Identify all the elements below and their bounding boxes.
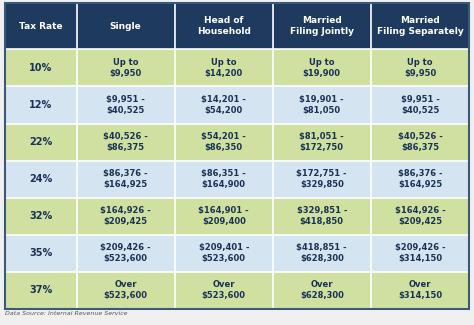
Text: $209,426 -
$314,150: $209,426 - $314,150	[395, 243, 446, 263]
Text: $86,376 -
$164,925: $86,376 - $164,925	[398, 169, 442, 189]
Text: $9,951 -
$40,525: $9,951 - $40,525	[401, 95, 439, 115]
Bar	[371, 49, 469, 86]
Text: 32%: 32%	[29, 211, 52, 221]
Text: Over
$314,150: Over $314,150	[398, 280, 442, 300]
Bar	[77, 86, 175, 124]
Text: $329,851 -
$418,850: $329,851 - $418,850	[297, 206, 347, 226]
Bar	[175, 86, 273, 124]
Text: $164,901 -
$209,400: $164,901 - $209,400	[199, 206, 249, 226]
Bar	[175, 235, 273, 272]
Bar	[371, 198, 469, 235]
Bar	[77, 235, 175, 272]
Text: Data Source: Internal Revenue Service: Data Source: Internal Revenue Service	[5, 311, 127, 317]
Text: Head of
Household: Head of Household	[197, 16, 251, 36]
Bar	[175, 161, 273, 198]
Bar	[371, 161, 469, 198]
Bar	[5, 272, 77, 309]
Bar	[273, 86, 371, 124]
Bar	[371, 235, 469, 272]
Bar	[273, 124, 371, 161]
Bar	[5, 235, 77, 272]
Text: Up to
$19,900: Up to $19,900	[303, 58, 341, 78]
Bar	[77, 272, 175, 309]
Text: $14,201 -
$54,200: $14,201 - $54,200	[201, 95, 246, 115]
Bar	[77, 124, 175, 161]
Bar	[5, 49, 77, 86]
Text: Tax Rate: Tax Rate	[19, 22, 63, 31]
Text: Up to
$9,950: Up to $9,950	[404, 58, 436, 78]
Text: Up to
$9,950: Up to $9,950	[109, 58, 142, 78]
Text: Single: Single	[110, 22, 142, 31]
Bar	[5, 124, 77, 161]
Text: Married
Filing Separately: Married Filing Separately	[377, 16, 464, 36]
Text: Over
$523,600: Over $523,600	[104, 280, 148, 300]
Bar	[5, 198, 77, 235]
Text: 22%: 22%	[29, 137, 52, 147]
Bar	[5, 3, 77, 49]
Bar	[175, 49, 273, 86]
Bar	[175, 272, 273, 309]
Bar	[77, 49, 175, 86]
Bar	[371, 272, 469, 309]
Text: 24%: 24%	[29, 174, 52, 184]
Text: Over
$628,300: Over $628,300	[300, 280, 344, 300]
Text: $54,201 -
$86,350: $54,201 - $86,350	[201, 132, 246, 152]
Bar	[175, 198, 273, 235]
Bar	[175, 124, 273, 161]
Text: $40,526 -
$86,375: $40,526 - $86,375	[398, 132, 442, 152]
Text: $86,376 -
$164,925: $86,376 - $164,925	[103, 169, 148, 189]
Text: Up to
$14,200: Up to $14,200	[205, 58, 243, 78]
Bar	[273, 198, 371, 235]
Text: $86,351 -
$164,900: $86,351 - $164,900	[201, 169, 246, 189]
Text: $209,401 -
$523,600: $209,401 - $523,600	[199, 243, 249, 263]
Text: $81,051 -
$172,750: $81,051 - $172,750	[300, 132, 344, 152]
Bar	[273, 161, 371, 198]
Bar	[371, 124, 469, 161]
Text: $19,901 -
$81,050: $19,901 - $81,050	[300, 95, 344, 115]
Bar	[371, 86, 469, 124]
Text: 37%: 37%	[29, 285, 52, 295]
Bar	[273, 3, 371, 49]
Bar	[273, 272, 371, 309]
Bar	[77, 161, 175, 198]
Bar	[77, 198, 175, 235]
Text: $164,926 -
$209,425: $164,926 - $209,425	[395, 206, 446, 226]
Bar	[273, 49, 371, 86]
Text: Married
Filing Jointly: Married Filing Jointly	[290, 16, 354, 36]
Text: 35%: 35%	[29, 248, 52, 258]
Bar	[371, 3, 469, 49]
Bar	[175, 3, 273, 49]
Bar	[77, 3, 175, 49]
Text: $40,526 -
$86,375: $40,526 - $86,375	[103, 132, 148, 152]
Text: 10%: 10%	[29, 63, 52, 73]
Text: $9,951 -
$40,525: $9,951 - $40,525	[106, 95, 145, 115]
Bar	[5, 86, 77, 124]
Text: $164,926 -
$209,425: $164,926 - $209,425	[100, 206, 151, 226]
Text: $172,751 -
$329,850: $172,751 - $329,850	[296, 169, 347, 189]
Bar	[5, 161, 77, 198]
Text: $418,851 -
$628,300: $418,851 - $628,300	[296, 243, 347, 263]
Text: 12%: 12%	[29, 100, 52, 110]
Text: Over
$523,600: Over $523,600	[202, 280, 246, 300]
Text: $209,426 -
$523,600: $209,426 - $523,600	[100, 243, 151, 263]
Bar	[273, 235, 371, 272]
